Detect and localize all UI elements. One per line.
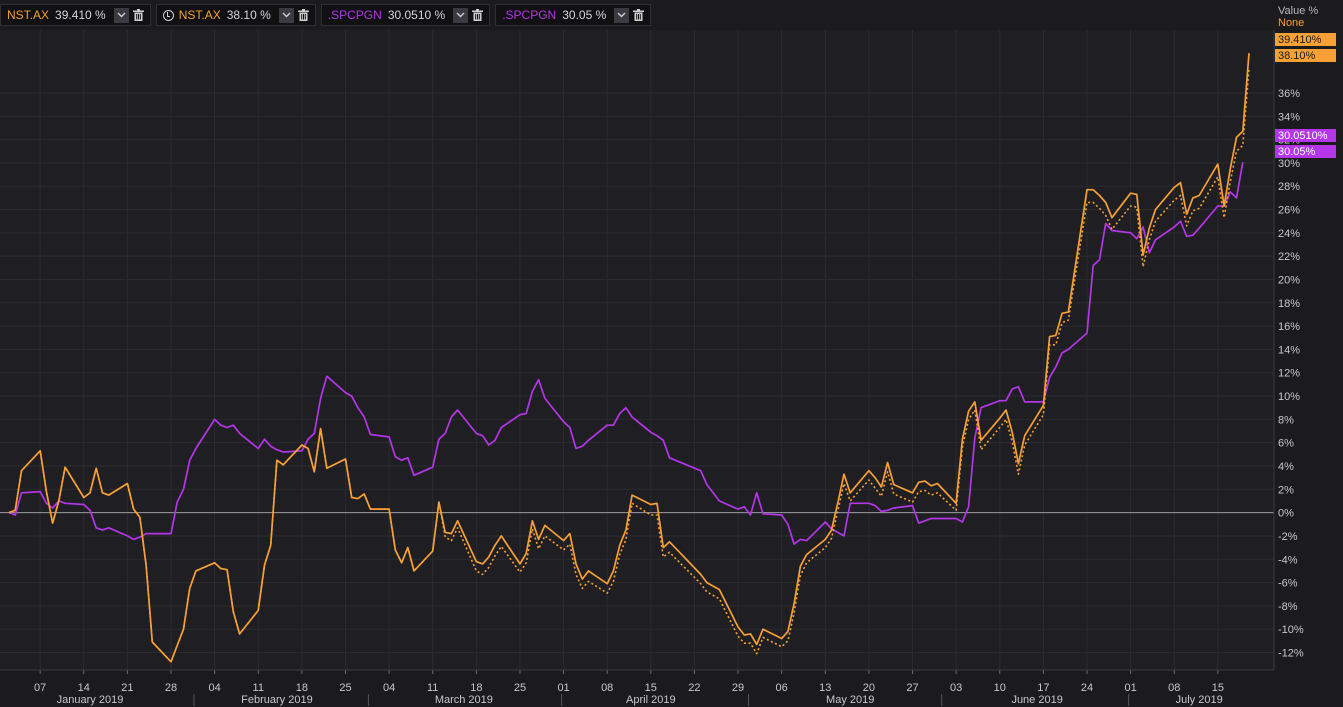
- x-tick-label: 22: [688, 682, 700, 694]
- x-tick-label: 18: [296, 682, 308, 694]
- y-tick-label: -6%: [1278, 578, 1298, 590]
- close-value-tag-spc-bg: [1275, 145, 1336, 158]
- x-tick-label: 27: [906, 682, 918, 694]
- trash-icon[interactable]: [132, 9, 144, 21]
- y-tick-label: 26%: [1278, 205, 1300, 217]
- x-tick-label: 10: [994, 682, 1006, 694]
- y-tick-label: 6%: [1278, 438, 1294, 450]
- legend-bar: NST.AX 39.410 % NST.AX 38.10 % .SPCPGN 3…: [0, 4, 656, 28]
- x-tick-label: 01: [1124, 682, 1136, 694]
- legend-chip-nst-close[interactable]: NST.AX 38.10 %: [155, 4, 316, 26]
- legend-symbol: .SPCPGN: [502, 8, 557, 22]
- legend-value: 38.10 %: [226, 8, 271, 22]
- value-axis-subtitle[interactable]: None: [1278, 17, 1305, 29]
- legend-value: 39.410 %: [55, 8, 106, 22]
- clock-icon: [162, 9, 174, 21]
- month-label: February 2019: [241, 694, 313, 706]
- x-tick-label: 03: [950, 682, 962, 694]
- legend-symbol: NST.AX: [178, 8, 221, 22]
- x-tick-label: 06: [776, 682, 788, 694]
- x-tick-label: 21: [121, 682, 133, 694]
- close-value-tag-nst: 38.10%: [1278, 50, 1316, 62]
- plot-area: [0, 30, 1274, 670]
- last-value-tag-nst: 39.410%: [1278, 34, 1322, 46]
- x-tick-label: 08: [601, 682, 613, 694]
- last-value-tag-spc-bg: [1275, 129, 1336, 142]
- value-axis-header: Value % None: [1278, 5, 1318, 29]
- x-tick-label: 18: [470, 682, 482, 694]
- x-tick-label: 17: [1037, 682, 1049, 694]
- value-axis-title: Value %: [1278, 5, 1319, 17]
- y-tick-label: 36%: [1278, 88, 1300, 100]
- month-label: May 2019: [826, 694, 874, 706]
- y-tick-label: -2%: [1278, 531, 1298, 543]
- legend-chip-spc-last[interactable]: .SPCPGN 30.0510 %: [320, 4, 491, 26]
- trash-icon[interactable]: [297, 9, 309, 21]
- last-value-tag-nst-bg: [1275, 33, 1336, 46]
- y-tick-label: 18%: [1278, 298, 1300, 310]
- y-tick-label: -4%: [1278, 554, 1298, 566]
- month-label: April 2019: [626, 694, 676, 706]
- x-tick-label: 25: [514, 682, 526, 694]
- trash-icon[interactable]: [472, 9, 484, 21]
- trash-icon[interactable]: [633, 9, 645, 21]
- y-tick-label: 34%: [1278, 111, 1300, 123]
- y-tick-label: -12%: [1278, 648, 1304, 660]
- chevron-down-icon[interactable]: [453, 7, 469, 23]
- x-tick-label: 08: [1168, 682, 1180, 694]
- x-tick-label: 04: [209, 682, 221, 694]
- x-tick-label: 20: [863, 682, 875, 694]
- month-label: June 2019: [1011, 694, 1062, 706]
- x-tick-label: 07: [34, 682, 46, 694]
- chevron-down-icon[interactable]: [278, 7, 294, 23]
- y-tick-label: 22%: [1278, 251, 1300, 263]
- legend-symbol: .SPCPGN: [327, 8, 382, 22]
- x-tick-label: 15: [1212, 682, 1224, 694]
- y-tick-label: 28%: [1278, 181, 1300, 193]
- y-tick-label: -8%: [1278, 601, 1298, 613]
- last-value-tag-spc: 30.0510%: [1278, 130, 1328, 142]
- y-tick-label: 16%: [1278, 321, 1300, 333]
- x-tick-label: 15: [645, 682, 657, 694]
- x-tick-label: 24: [1081, 682, 1093, 694]
- y-tick-label: 4%: [1278, 461, 1294, 473]
- x-tick-label: 25: [339, 682, 351, 694]
- series-line-spcpgn-solid: [8, 162, 1244, 545]
- x-tick-label: 14: [78, 682, 90, 694]
- close-value-tag-nst-bg: [1275, 49, 1336, 62]
- y-tick-label: -10%: [1278, 624, 1304, 636]
- y-tick-label: 8%: [1278, 414, 1294, 426]
- y-tick-label: 24%: [1278, 228, 1300, 240]
- chevron-down-icon[interactable]: [113, 7, 129, 23]
- y-tick-label: 30%: [1278, 158, 1300, 170]
- legend-chip-spc-close[interactable]: .SPCPGN 30.05 %: [495, 4, 652, 26]
- month-label: January 2019: [57, 694, 124, 706]
- legend-value: 30.0510 %: [387, 8, 446, 22]
- x-tick-label: 11: [253, 682, 264, 694]
- legend-value: 30.05 %: [562, 8, 607, 22]
- x-tick-label: 01: [557, 682, 569, 694]
- series-line-nstax-solid: [8, 53, 1250, 663]
- legend-symbol: NST.AX: [7, 8, 50, 22]
- y-tick-label: 14%: [1278, 344, 1300, 356]
- y-tick-label: 0%: [1278, 508, 1294, 520]
- x-tick-label: 29: [732, 682, 744, 694]
- y-tick-label: 10%: [1278, 391, 1300, 403]
- legend-chip-nst-last[interactable]: NST.AX 39.410 %: [0, 4, 151, 26]
- month-label: July 2019: [1176, 694, 1223, 706]
- close-value-tag-spc: 30.05%: [1278, 146, 1316, 158]
- chevron-down-icon[interactable]: [614, 7, 630, 23]
- x-tick-label: 13: [819, 682, 831, 694]
- y-tick-label: 2%: [1278, 484, 1294, 496]
- y-tick-label: 12%: [1278, 368, 1300, 380]
- month-label: March 2019: [435, 694, 493, 706]
- x-tick-label: 04: [383, 682, 395, 694]
- x-tick-label: 28: [165, 682, 177, 694]
- y-tick-label: 20%: [1278, 274, 1300, 286]
- x-tick-label: 11: [427, 682, 438, 694]
